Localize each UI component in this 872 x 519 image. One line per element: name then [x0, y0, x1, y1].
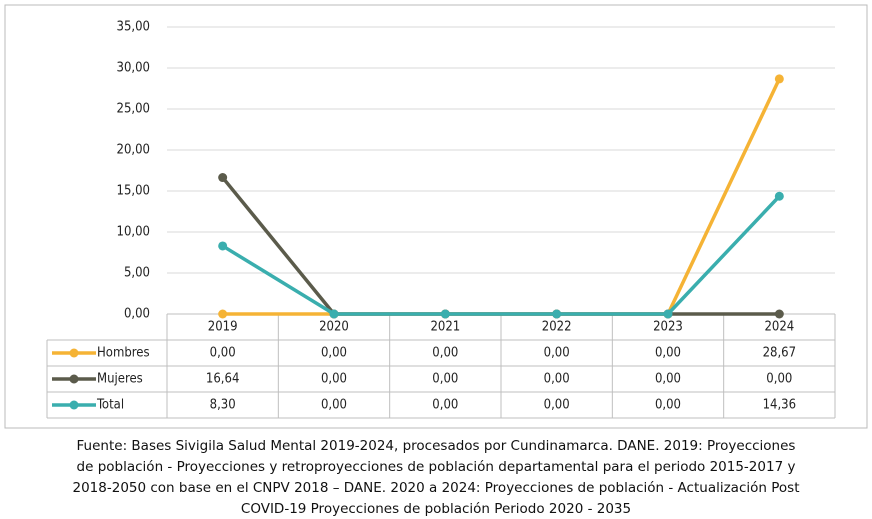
table-value: 8,30 [210, 398, 236, 413]
table-value: 0,00 [321, 372, 347, 387]
point [218, 241, 228, 251]
table-value: 0,00 [655, 346, 681, 361]
chart-frame [4, 4, 868, 429]
point [774, 309, 784, 319]
table-value: 0,00 [544, 372, 570, 387]
table-value: 0,00 [210, 346, 236, 361]
y-tick-label: 15,00 [117, 184, 150, 199]
x-tick-label: 2024 [764, 320, 794, 335]
legend-label: Mujeres [97, 372, 143, 387]
table-value: 0,00 [655, 398, 681, 413]
x-tick-label: 2022 [542, 320, 572, 335]
legend-label: Total [96, 398, 124, 413]
table-value: 0,00 [655, 372, 681, 387]
table-value: 14,36 [763, 398, 796, 413]
source-note: COVID-19 Proyecciones de población Perio… [241, 501, 631, 517]
x-tick-label: 2021 [430, 320, 460, 335]
series-line [221, 176, 780, 316]
y-tick-label: 20,00 [117, 143, 150, 158]
series-line [221, 195, 781, 316]
source-note: de población - Proyecciones y retroproye… [77, 459, 796, 475]
y-tick-label: 30,00 [117, 61, 150, 76]
table-value: 0,00 [321, 398, 347, 413]
table-value: 0,00 [432, 372, 458, 387]
table-value: 0,00 [544, 398, 570, 413]
point [329, 309, 339, 319]
point [663, 309, 673, 319]
y-tick-label: 5,00 [124, 266, 150, 281]
table-value: 0,00 [432, 346, 458, 361]
table-value: 16,64 [206, 372, 239, 387]
y-tick-label: 10,00 [117, 225, 150, 240]
point [218, 173, 228, 183]
table-value: 0,00 [544, 346, 570, 361]
table-value: 28,67 [763, 346, 796, 361]
table-value: 0,00 [432, 398, 458, 413]
legend-marker [69, 374, 79, 384]
legend-marker [69, 348, 79, 358]
table-value: 0,00 [766, 372, 792, 387]
y-tick-label: 35,00 [117, 20, 150, 35]
source-note: 2018-2050 con base en el CNPV 2018 – DAN… [73, 480, 800, 496]
x-tick-label: 2020 [319, 320, 349, 335]
point [774, 74, 784, 84]
legend-label: Hombres [97, 346, 150, 361]
source-note: Fuente: Bases Sivigila Salud Mental 2019… [77, 438, 796, 454]
point [552, 309, 562, 319]
x-tick-label: 2019 [208, 320, 238, 335]
x-tick-label: 2023 [653, 320, 683, 335]
point [440, 309, 450, 319]
legend-marker [69, 400, 79, 410]
point [774, 191, 784, 201]
table-value: 0,00 [321, 346, 347, 361]
point [218, 309, 228, 319]
y-tick-label: 0,00 [124, 307, 150, 322]
y-tick-label: 25,00 [117, 102, 150, 117]
